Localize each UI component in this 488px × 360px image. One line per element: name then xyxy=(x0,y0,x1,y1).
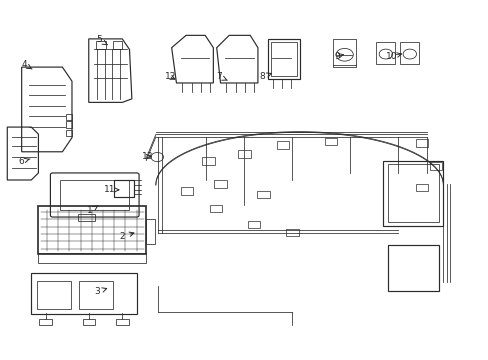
Bar xyxy=(267,39,300,80)
Bar xyxy=(202,157,214,165)
Bar xyxy=(387,245,438,291)
Bar xyxy=(116,319,128,325)
Bar xyxy=(209,205,222,212)
Bar xyxy=(415,139,427,147)
Text: 10: 10 xyxy=(386,52,401,61)
Text: 12: 12 xyxy=(164,72,176,81)
Bar xyxy=(429,162,442,170)
Bar xyxy=(257,190,269,198)
Bar xyxy=(399,42,419,64)
Bar xyxy=(270,42,296,76)
Bar xyxy=(415,184,427,191)
Bar xyxy=(82,319,95,325)
Bar xyxy=(65,114,72,120)
Bar xyxy=(60,180,129,210)
Text: 5: 5 xyxy=(96,35,107,45)
Bar xyxy=(114,180,134,197)
Text: 11: 11 xyxy=(103,185,119,194)
Bar xyxy=(31,274,137,314)
Text: 1: 1 xyxy=(87,206,98,215)
Bar xyxy=(39,253,146,263)
Bar xyxy=(276,141,288,149)
Bar xyxy=(40,319,52,325)
Bar xyxy=(214,180,226,188)
Bar xyxy=(65,121,72,128)
Bar xyxy=(324,138,336,145)
Bar xyxy=(79,280,112,309)
Bar xyxy=(247,221,260,228)
Bar xyxy=(146,219,155,243)
Bar xyxy=(181,187,193,195)
Text: 8: 8 xyxy=(259,72,271,81)
Bar xyxy=(383,161,443,226)
Bar xyxy=(39,207,146,254)
Text: 6: 6 xyxy=(19,157,30,166)
Bar xyxy=(38,280,71,309)
Bar xyxy=(65,130,72,136)
Text: 9: 9 xyxy=(333,52,343,61)
Bar xyxy=(238,150,250,158)
Bar xyxy=(78,214,94,221)
Text: 3: 3 xyxy=(94,287,106,296)
Bar xyxy=(112,41,122,49)
Bar xyxy=(285,229,298,237)
Bar xyxy=(332,39,355,67)
Bar xyxy=(387,164,438,222)
Text: 4: 4 xyxy=(21,60,32,69)
Text: 7: 7 xyxy=(216,72,227,81)
Text: 13: 13 xyxy=(142,152,153,161)
Text: 2: 2 xyxy=(119,232,134,241)
Bar xyxy=(96,41,105,49)
Bar xyxy=(376,42,395,64)
